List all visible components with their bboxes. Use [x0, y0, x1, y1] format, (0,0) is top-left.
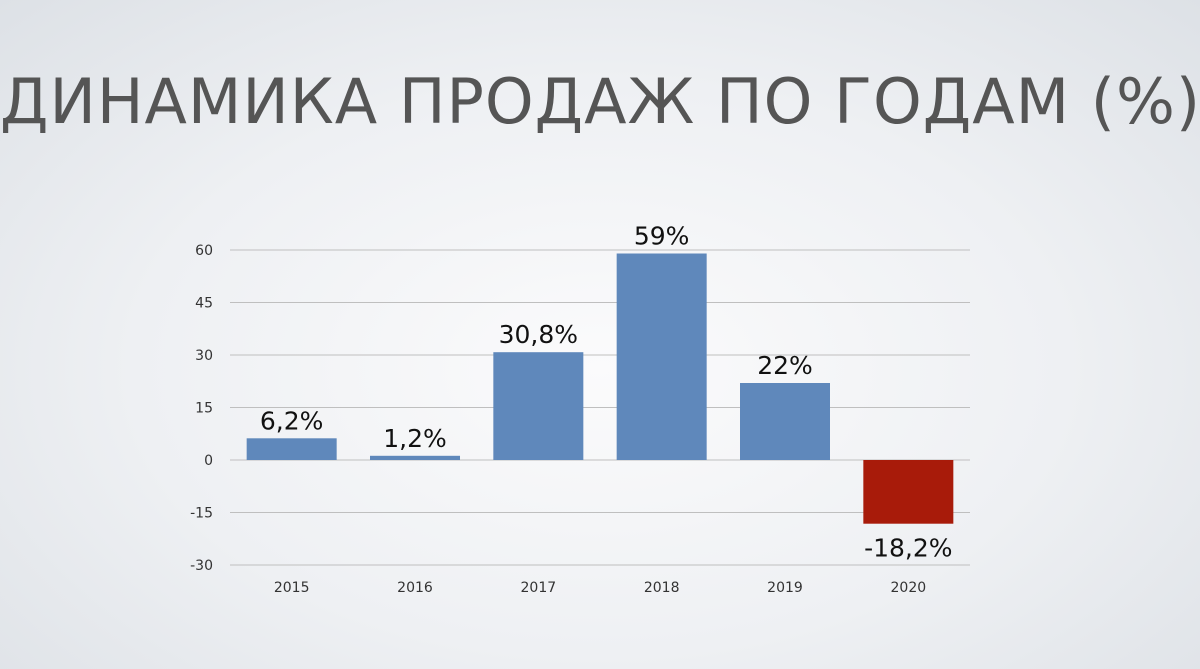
y-tick-label: -30 — [190, 558, 213, 574]
y-tick-label: -15 — [190, 506, 213, 522]
x-tick-label: 2018 — [644, 580, 680, 596]
y-tick-label: 45 — [195, 296, 213, 312]
x-axis-tick-labels: 2015 2016 2017 2018 2019 2020 — [274, 580, 926, 596]
x-tick-label: 2019 — [767, 580, 803, 596]
data-label-2017: 30,8% — [499, 320, 578, 349]
y-tick-label: 0 — [204, 453, 213, 469]
data-label-2018: 59% — [634, 222, 690, 251]
x-tick-label: 2020 — [891, 580, 927, 596]
data-label-2020: -18,2% — [864, 534, 952, 563]
y-tick-label: 15 — [195, 401, 213, 417]
x-tick-label: 2016 — [397, 580, 433, 596]
data-label-2019: 22% — [757, 351, 813, 380]
bar-2019 — [740, 383, 830, 460]
bars — [246, 253, 954, 524]
y-tick-label: 60 — [195, 243, 213, 259]
bar-2020 — [863, 460, 954, 524]
x-tick-label: 2017 — [521, 580, 557, 596]
data-label-2016: 1,2% — [383, 424, 447, 453]
y-axis-tick-labels: 60 45 30 15 0 -15 -30 — [190, 243, 213, 574]
gridlines — [230, 249, 970, 566]
bar-2015 — [246, 438, 337, 460]
bar-2017 — [493, 352, 584, 460]
y-tick-label: 30 — [195, 348, 213, 364]
bar-2018 — [616, 253, 707, 460]
data-labels: 6,2% 1,2% 30,8% 59% 22% -18,2% — [260, 222, 953, 563]
bar-2016 — [370, 455, 460, 460]
x-tick-label: 2015 — [274, 580, 310, 596]
slide-title: ДИНАМИКА ПРОДАЖ ПО ГОДАМ (%) — [0, 65, 1200, 138]
data-label-2015: 6,2% — [260, 406, 324, 435]
